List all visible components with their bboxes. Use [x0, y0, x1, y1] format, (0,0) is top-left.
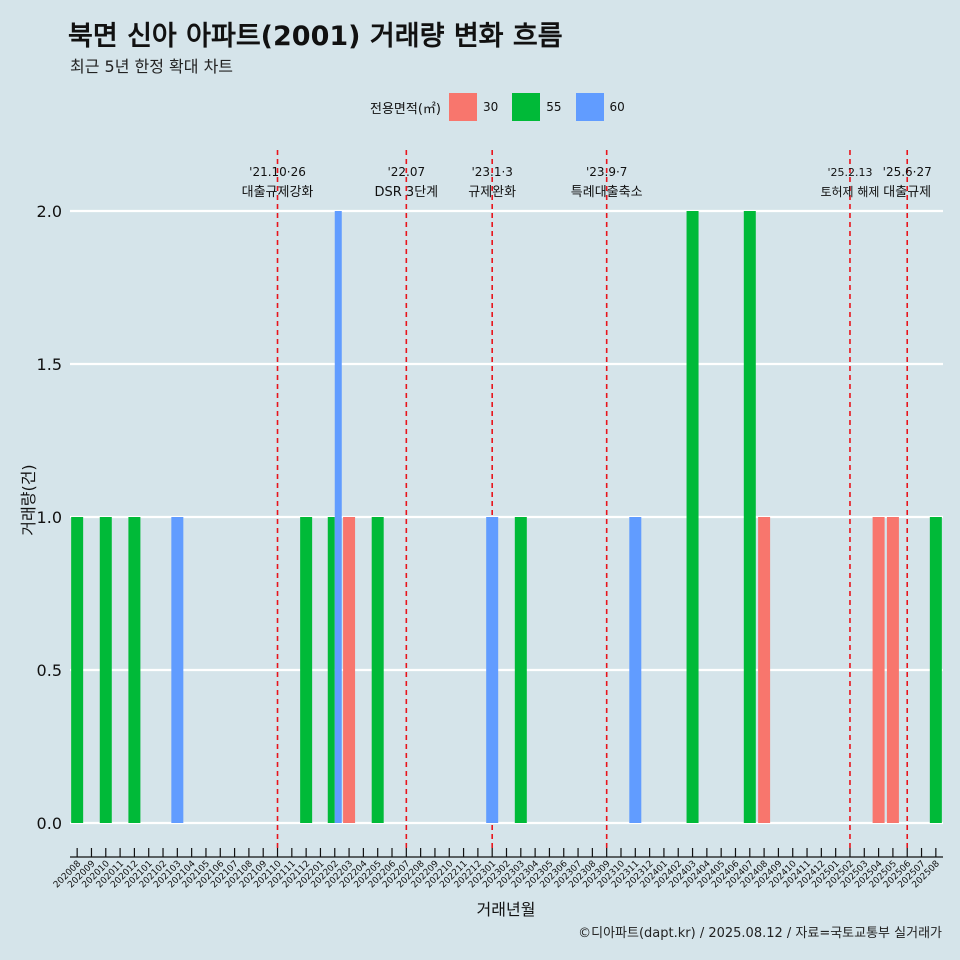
legend-item-30: 30	[448, 93, 508, 121]
legend-label-60: 60	[609, 100, 625, 114]
event-date: '25.6·27	[883, 165, 932, 179]
bar-202103-60	[171, 517, 184, 823]
bar-202311-60	[629, 517, 642, 823]
event-markers: '21.10·26 대출규제강화 '22.07 DSR 3단계 '23.1·3 규제완화 '…	[242, 150, 932, 848]
y-tick-label: 0.0	[37, 814, 62, 833]
event-label: 특례대출축소	[571, 185, 643, 200]
legend-item-60: 60	[575, 93, 635, 121]
bar-202008-55	[71, 517, 84, 823]
bar-202205-55	[371, 517, 384, 823]
bar-202012-55	[128, 517, 141, 823]
bar-202407-55	[743, 211, 756, 823]
event-label: 규제완화	[468, 185, 516, 200]
bar-202504-30	[872, 517, 885, 823]
legend: 전용면적(㎡) 30 55 60	[370, 92, 639, 122]
event-label: 토허제 해제	[820, 185, 879, 199]
event-date: '25.2.13	[827, 166, 872, 179]
bars	[71, 211, 942, 823]
x-axis-label: 거래년월	[477, 900, 536, 919]
y-tick-label: 2.0	[37, 202, 62, 221]
source-caption: ©디아파트(dapt.kr) / 2025.08.12 / 자료=국토교통부 실…	[578, 926, 942, 941]
legend-label-55: 55	[546, 100, 562, 114]
bar-202202-55	[327, 517, 335, 823]
bar-202508-55	[929, 517, 942, 823]
event-date: '22.07	[387, 165, 425, 179]
bar-202408-30	[758, 517, 771, 823]
event-date: '21.10·26	[249, 165, 306, 179]
bar-202010-55	[99, 517, 112, 823]
legend-label-30: 30	[482, 100, 499, 114]
legend-title: 전용면적(㎡)	[370, 101, 441, 117]
bar-202505-30	[886, 517, 899, 823]
y-axis-label: 거래량(건)	[19, 464, 38, 535]
legend-item-55: 55	[512, 93, 571, 121]
bar-202112-55	[300, 517, 313, 823]
legend-swatch-55	[512, 93, 541, 121]
y-tick-label: 1.0	[37, 508, 62, 527]
chart-subtitle: 최근 5년 한정 확대 차트	[70, 57, 234, 76]
y-axis: 0.0 0.5 1.0 1.5 2.0	[37, 202, 62, 833]
legend-swatch-60	[575, 93, 604, 121]
event-date: '23.1·3	[471, 165, 512, 179]
y-tick-label: 0.5	[37, 661, 62, 680]
chart-title: 북면 신아 아파트(2001) 거래량 변화 흐름	[68, 21, 563, 52]
legend-swatch-30	[448, 93, 477, 121]
bar-202202-60	[334, 211, 342, 823]
event-date: '23.9·7	[586, 165, 627, 179]
event-label: 대출규제	[883, 185, 931, 200]
bar-202301-60	[486, 517, 499, 823]
bar-202403-55	[686, 211, 699, 823]
event-label: DSR 3단계	[375, 185, 439, 200]
y-tick-label: 1.5	[37, 355, 62, 374]
grid-lines	[70, 209, 943, 825]
bar-202303-55	[514, 517, 527, 823]
event-label: 대출규제강화	[242, 185, 314, 200]
bar-202203-30	[343, 517, 356, 823]
x-axis: 2020082020092020102020112020122021012021…	[52, 848, 943, 890]
